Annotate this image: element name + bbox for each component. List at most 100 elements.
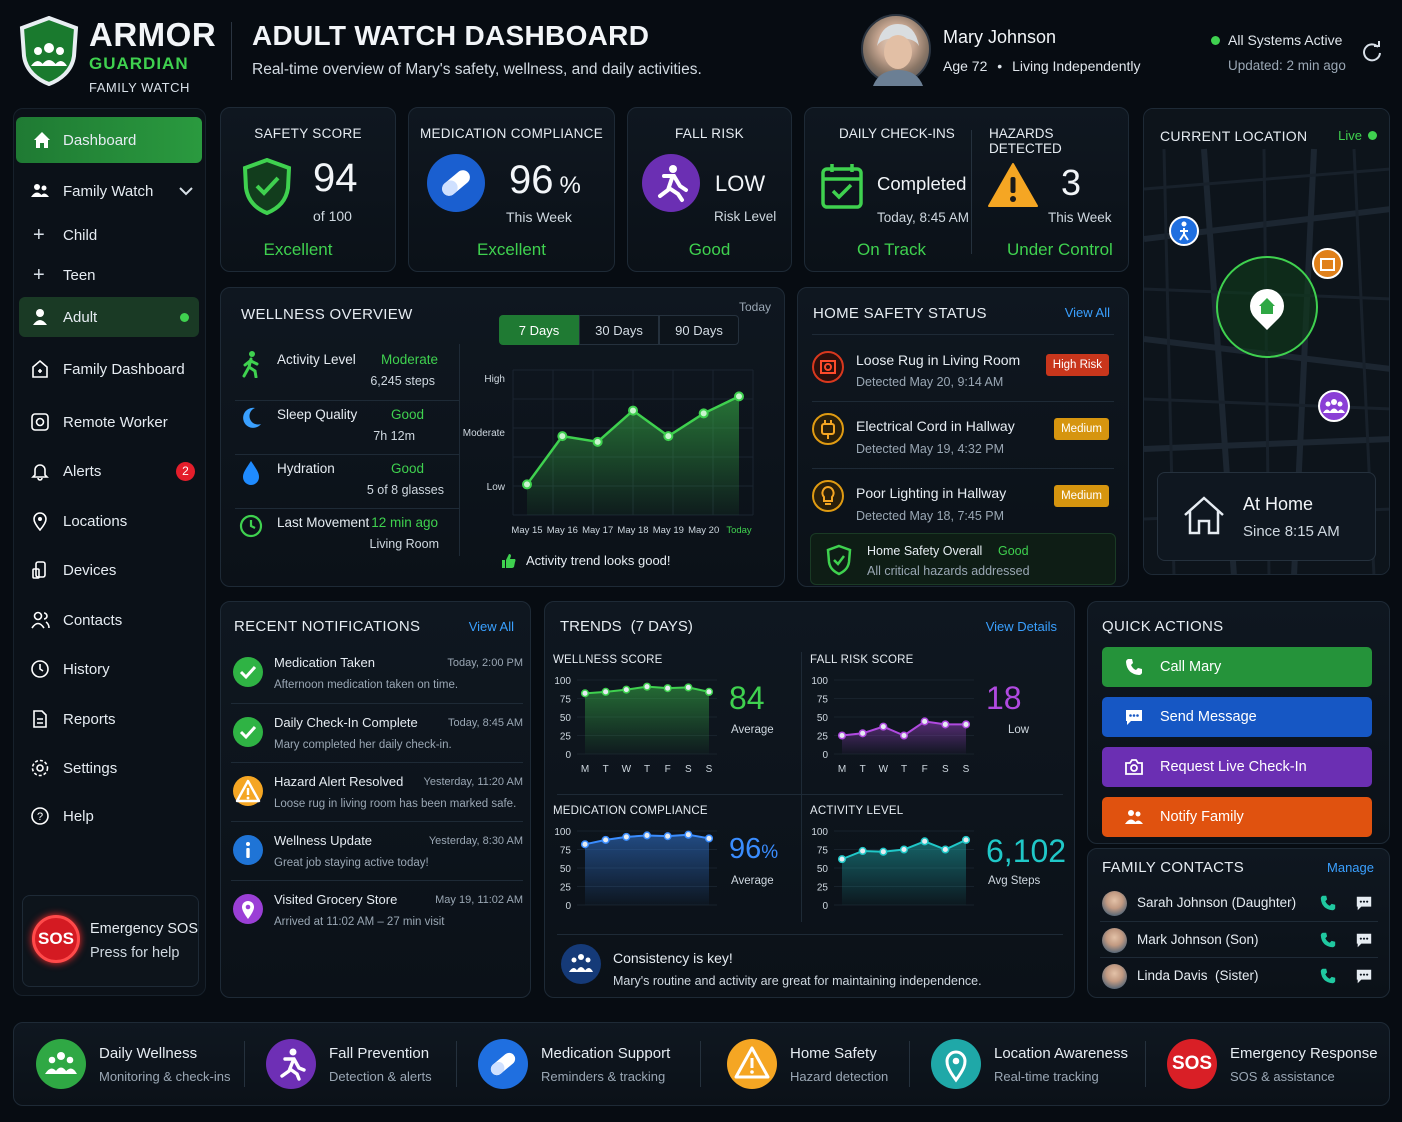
sidebar-item-alerts[interactable]: Alerts 2 — [14, 451, 207, 491]
message-icon[interactable] — [1355, 967, 1373, 985]
mini-chart-value: 96% — [729, 833, 778, 866]
sidebar: Dashboard Family Watch + Child + Teen Ad… — [13, 108, 206, 996]
feature-title: Fall Prevention — [329, 1045, 430, 1062]
feature-title: Medication Support — [541, 1045, 671, 1062]
contact-row[interactable]: Mark Johnson (Son) — [1100, 921, 1378, 957]
phone-icon[interactable] — [1319, 931, 1337, 949]
sidebar-item-child[interactable]: + Child — [14, 215, 207, 255]
notification-time: Today, 2:00 PM — [447, 657, 523, 669]
consistency-icon — [561, 944, 601, 984]
contact-row[interactable]: Sarah Johnson (Daughter) — [1100, 885, 1378, 921]
sidebar-item-label: Contacts — [63, 611, 123, 629]
message-icon[interactable] — [1355, 931, 1373, 949]
feature-fall-prevention[interactable]: Fall Prevention Detection & alerts — [266, 1023, 471, 1105]
notify-family-button[interactable]: Notify Family — [1102, 797, 1372, 837]
feature-emergency-response[interactable]: SOS Emergency Response SOS & assistance — [1167, 1023, 1378, 1105]
hazard-item[interactable]: Electrical Cord in Hallway Detected May … — [812, 401, 1114, 467]
sidebar-item-family-dashboard[interactable]: Family Dashboard — [14, 349, 207, 389]
contact-row[interactable]: Linda Davis (Sister) — [1100, 957, 1378, 993]
data-point — [663, 832, 672, 841]
message-icon[interactable] — [1355, 894, 1373, 912]
hazard-item[interactable]: Loose Rug in Living Room Detected May 20… — [812, 334, 1114, 400]
brand-logo[interactable]: ARMOR GUARDIAN FAMILY WATCH — [16, 14, 216, 98]
sidebar-item-family-watch[interactable]: Family Watch — [14, 171, 207, 211]
request-live-checkin-button[interactable]: Request Live Check-In — [1102, 747, 1372, 787]
feature-divider — [456, 1041, 457, 1087]
card-title: HOME SAFETY STATUS — [813, 305, 987, 322]
sidebar-item-settings[interactable]: Settings — [14, 748, 207, 788]
sidebar-item-help[interactable]: ? Help — [14, 796, 207, 836]
sidebar-item-contacts[interactable]: Contacts — [14, 600, 207, 640]
card-title: HAZARDS DETECTED — [989, 126, 1062, 156]
fall-risk-card[interactable]: FALL RISK LOW Risk Level Good — [627, 107, 792, 272]
trends-view-details[interactable]: View Details — [985, 619, 1057, 634]
home-safety-view-all[interactable]: View All — [1064, 305, 1110, 320]
feature-medication-support[interactable]: Medication Support Reminders & tracking — [478, 1023, 701, 1105]
avatar — [1102, 964, 1127, 989]
notification-item[interactable]: Visited Grocery Store May 19, 11:02 AM Arr… — [231, 880, 523, 938]
contact-name: Linda Davis (Sister) — [1137, 968, 1259, 983]
notification-detail: Mary completed her daily check-in. — [274, 739, 452, 751]
trends-card: TRENDS (7 DAYS) View Details WELLNESS SCO… — [544, 601, 1075, 998]
family-marker-icon[interactable] — [1318, 390, 1350, 422]
x-tick-label: S — [963, 764, 970, 775]
walk-marker-icon[interactable] — [1169, 216, 1199, 246]
home-marker-icon[interactable] — [1242, 281, 1292, 331]
data-point — [920, 837, 929, 846]
notification-item[interactable]: Wellness Update Yesterday, 8:30 AM Great j… — [231, 821, 523, 879]
sidebar-item-devices[interactable]: Devices — [14, 550, 207, 590]
trends-period: (7 DAYS) — [630, 618, 693, 635]
tab-7-days[interactable]: 7 Days — [499, 315, 579, 345]
sidebar-item-history[interactable]: History — [14, 649, 207, 689]
family-contacts-manage[interactable]: Manage — [1327, 860, 1374, 875]
current-location-card[interactable]: CURRENT LOCATION Live At Home Since 8:15… — [1143, 108, 1390, 575]
tab-90-days[interactable]: 90 Days — [659, 315, 739, 345]
hazard-title: Loose Rug in Living Room — [856, 352, 1021, 368]
data-point — [522, 479, 532, 490]
sidebar-item-dashboard[interactable]: Dashboard — [16, 117, 202, 163]
metric-label: Last Movement — [277, 515, 370, 530]
plus-icon: + — [33, 223, 45, 246]
tab-30-days[interactable]: 30 Days — [579, 315, 659, 345]
phone-icon[interactable] — [1319, 894, 1337, 912]
sidebar-item-locations[interactable]: Locations — [14, 501, 207, 541]
mini-chart-value-number: 96 — [729, 833, 762, 865]
checkins-hazards-card[interactable]: DAILY CHECK-INS Completed Today, 8:45 AM… — [804, 107, 1129, 272]
profile-avatar[interactable] — [861, 14, 931, 86]
hazard-item[interactable]: Poor Lighting in Hallway Detected May 18… — [812, 468, 1114, 534]
send-message-button[interactable]: Send Message — [1102, 697, 1372, 737]
fall-person-icon — [642, 154, 700, 212]
device-icon — [32, 561, 46, 579]
thumbs-up-icon — [502, 554, 516, 568]
notification-item[interactable]: Daily Check-In Complete Today, 8:45 AM Mar… — [231, 703, 523, 761]
feature-home-safety[interactable]: Home Safety Hazard detection — [727, 1023, 932, 1105]
sidebar-item-adult[interactable]: Adult — [19, 297, 199, 337]
system-status: All Systems Active — [1228, 32, 1343, 48]
calendar-check-icon — [821, 164, 863, 209]
sidebar-item-label: Help — [63, 807, 94, 825]
call-mary-button[interactable]: Call Mary — [1102, 647, 1372, 687]
notification-item[interactable]: Hazard Alert Resolved Yesterday, 11:20 AM… — [231, 762, 523, 820]
refresh-icon[interactable] — [1361, 41, 1383, 63]
sidebar-item-reports[interactable]: Reports — [14, 699, 207, 739]
notification-item[interactable]: Medication Taken Today, 2:00 PM Afternoon … — [231, 644, 523, 702]
metric-status: Good — [390, 407, 424, 422]
medication-compliance-card[interactable]: MEDICATION COMPLIANCE 96% This Week Exce… — [408, 107, 615, 272]
action-label: Notify Family — [1160, 809, 1244, 825]
store-marker-icon[interactable] — [1312, 248, 1343, 279]
feature-location-awareness[interactable]: Location Awareness Real-time tracking — [931, 1023, 1146, 1105]
data-point — [663, 431, 674, 442]
phone-icon[interactable] — [1319, 967, 1337, 985]
action-label: Call Mary — [1160, 659, 1222, 675]
notifications-view-all[interactable]: View All — [468, 619, 514, 634]
x-tick-label: T — [860, 764, 866, 775]
safety-score-card[interactable]: SAFETY SCORE 94 of 100 Excellent — [220, 107, 396, 272]
feature-title: Daily Wellness — [99, 1045, 198, 1062]
notification-detail: Loose rug in living room has been marked… — [274, 798, 517, 810]
feature-daily-wellness[interactable]: Daily Wellness Monitoring & check-ins — [36, 1023, 245, 1105]
sidebar-item-remote-worker[interactable]: Remote Worker — [14, 402, 207, 442]
y-tick-label: High — [484, 374, 505, 385]
sidebar-item-teen[interactable]: + Teen — [14, 255, 207, 295]
emergency-sos-button[interactable]: SOS Emergency SOS Press for help — [22, 895, 199, 987]
gear-icon — [31, 759, 49, 777]
